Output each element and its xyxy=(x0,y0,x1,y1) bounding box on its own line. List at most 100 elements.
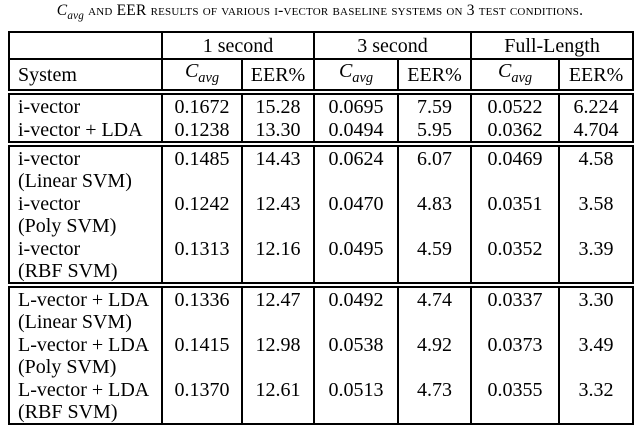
results-table: 1 second 3 second Full-Length System Cav… xyxy=(8,31,635,426)
value-cell: 0.1242 xyxy=(161,192,242,238)
empty-corner-cell xyxy=(9,32,162,61)
cavg-symbol: C xyxy=(184,60,199,83)
value-cell: 0.1485 xyxy=(161,144,242,193)
value-cell: 0.0513 xyxy=(313,378,399,425)
value-cell: 12.16 xyxy=(240,237,315,286)
value-cell: 0.0355 xyxy=(470,378,560,425)
system-label-line: L-vector + LDA xyxy=(18,379,150,402)
value-cell: 5.95 xyxy=(397,118,472,145)
value-cell: 4.92 xyxy=(397,333,472,379)
system-cell: L-vector + LDA (RBF SVM) xyxy=(9,378,162,424)
value-cell: 0.0495 xyxy=(313,237,399,286)
value-cell: 0.1313 xyxy=(161,237,242,286)
system-cell: i-vector (Poly SVM) xyxy=(9,192,162,237)
value-cell: 0.0624 xyxy=(313,144,399,193)
condition-header-row: 1 second 3 second Full-Length xyxy=(9,32,634,61)
value-cell: 3.39 xyxy=(558,237,634,286)
cavg-header-fl: Cavg xyxy=(470,59,560,93)
system-label-line: (Linear SVM) xyxy=(18,311,132,334)
system-cell: L-vector + LDA (Poly SVM) xyxy=(9,333,162,378)
cavg-subscript: avg xyxy=(352,70,374,87)
value-cell: 4.73 xyxy=(397,378,472,425)
value-cell: 0.0695 xyxy=(313,92,399,119)
table-row: i-vector (RBF SVM) 0.1313 12.16 0.0495 4.59 0.… xyxy=(9,237,634,286)
system-cell: i-vector (Linear SVM) xyxy=(9,144,162,192)
value-cell: 0.0337 xyxy=(470,285,560,334)
system-label-line: i-vector xyxy=(18,193,81,216)
system-label-line: i-vector + LDA xyxy=(18,118,143,141)
value-cell: 12.47 xyxy=(240,285,315,334)
value-cell: 4.58 xyxy=(558,144,634,193)
value-cell: 14.43 xyxy=(240,144,315,193)
value-cell: 4.83 xyxy=(397,192,472,238)
cavg-header-1s: Cavg xyxy=(161,59,242,93)
value-cell: 6.224 xyxy=(558,92,634,119)
condition-full-length: Full-Length xyxy=(470,32,634,61)
value-cell: 0.0470 xyxy=(313,192,399,238)
value-cell: 0.1415 xyxy=(161,333,242,379)
caption-cavg-symbol: C xyxy=(56,2,68,19)
system-label-line: (RBF SVM) xyxy=(18,401,118,424)
value-cell: 0.0538 xyxy=(313,333,399,379)
system-label-line: L-vector + LDA xyxy=(18,289,150,312)
value-cell: 0.0522 xyxy=(470,92,560,119)
cavg-symbol: C xyxy=(338,60,353,83)
table-row: i-vector 0.1672 15.28 0.0695 7.59 0.0522 6.224 xyxy=(9,92,634,119)
table-row: i-vector + LDA 0.1238 13.30 0.0494 5.95 0.036… xyxy=(9,118,634,145)
system-cell: i-vector (RBF SVM) xyxy=(9,237,162,285)
caption-text: and EER results of various i-vector base… xyxy=(84,2,584,19)
system-header: System xyxy=(18,63,77,86)
value-cell: 12.61 xyxy=(240,378,315,425)
value-cell: 0.0351 xyxy=(470,192,560,238)
system-label-line: i-vector xyxy=(18,148,81,171)
value-cell: 0.0352 xyxy=(470,237,560,286)
value-cell: 3.32 xyxy=(558,378,634,425)
cavg-symbol: C xyxy=(497,60,512,83)
table-row: i-vector (Poly SVM) 0.1242 12.43 0.0470 4.83 0… xyxy=(9,192,634,238)
cavg-subscript: avg xyxy=(198,70,220,87)
system-label-line: (RBF SVM) xyxy=(18,260,118,283)
table-row: L-vector + LDA (Linear SVM) 0.1336 12.47 0.0… xyxy=(9,285,634,334)
value-cell: 3.58 xyxy=(558,192,634,238)
table-row: i-vector (Linear SVM) 0.1485 14.43 0.0624 6.0… xyxy=(9,144,634,193)
eer-header-fl: EER% xyxy=(558,59,634,93)
condition-1-second: 1 second xyxy=(160,32,315,61)
table-row: L-vector + LDA (RBF SVM) 0.1370 12.61 0.0513… xyxy=(9,378,634,425)
value-cell: 0.1336 xyxy=(161,285,242,334)
system-label-line: i-vector xyxy=(18,238,81,261)
value-cell: 0.0469 xyxy=(470,144,560,193)
caption-cavg-subscript: avg xyxy=(67,10,85,23)
cavg-subscript: avg xyxy=(511,70,533,87)
row-group-1: i-vector 0.1672 15.28 0.0695 7.59 0.0522 6.224… xyxy=(9,92,634,145)
value-cell: 12.98 xyxy=(240,333,315,379)
eer-header-1s: EER% xyxy=(240,59,315,93)
system-label-line: (Linear SVM) xyxy=(18,170,132,193)
row-group-3: L-vector + LDA (Linear SVM) 0.1336 12.47 0.0… xyxy=(9,285,634,425)
table-caption: Cavg and EER results of various i-vector… xyxy=(0,2,640,22)
value-cell: 4.59 xyxy=(397,237,472,286)
eer-header-3s: EER% xyxy=(397,59,472,93)
metric-header-row: System Cavg EER% Cavg EER% Cavg EER% xyxy=(9,59,634,93)
row-group-2: i-vector (Linear SVM) 0.1485 14.43 0.0624 6.0… xyxy=(9,144,634,286)
value-cell: 3.49 xyxy=(558,333,634,379)
table-row: L-vector + LDA (Poly SVM) 0.1415 12.98 0.053… xyxy=(9,333,634,379)
system-cell: i-vector + LDA xyxy=(9,118,162,144)
value-cell: 0.1370 xyxy=(161,378,242,425)
value-cell: 12.43 xyxy=(240,192,315,238)
system-cell: L-vector + LDA (Linear SVM) xyxy=(9,285,162,333)
value-cell: 13.30 xyxy=(240,118,315,145)
cavg-header-3s: Cavg xyxy=(313,59,399,93)
system-label-line: i-vector xyxy=(18,95,81,118)
value-cell: 0.0494 xyxy=(313,118,399,145)
condition-3-second: 3 second xyxy=(313,32,472,61)
value-cell: 4.704 xyxy=(558,118,634,145)
value-cell: 7.59 xyxy=(397,92,472,119)
system-label-line: L-vector + LDA xyxy=(18,334,150,357)
value-cell: 4.74 xyxy=(397,285,472,334)
table-header: 1 second 3 second Full-Length System Cav… xyxy=(9,32,634,93)
value-cell: 0.1238 xyxy=(161,118,242,145)
system-label-line: (Poly SVM) xyxy=(18,215,117,238)
value-cell: 15.28 xyxy=(240,92,315,119)
value-cell: 0.0492 xyxy=(313,285,399,334)
